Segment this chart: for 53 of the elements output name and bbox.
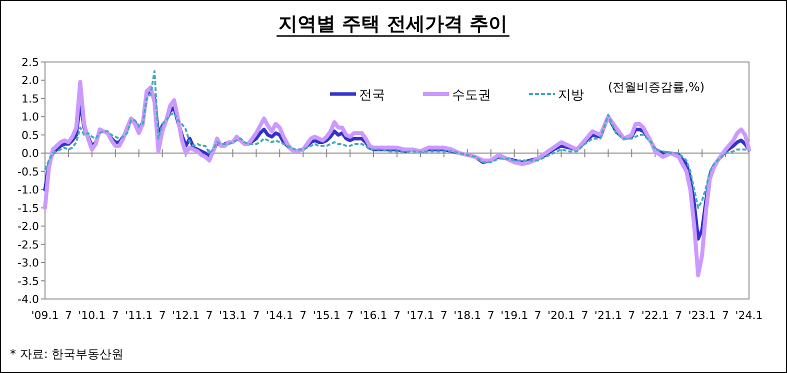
x-tick-label: '21.1 xyxy=(594,309,622,322)
x-tick-label: '20.1 xyxy=(548,309,576,322)
y-tick-label: 0.0 xyxy=(22,147,39,160)
annotation: (전월비증감률,%) xyxy=(608,80,705,94)
x-tick-label: '10.1 xyxy=(78,309,106,322)
x-tick-label: 7 xyxy=(206,309,213,322)
y-tick-label: -2.5 xyxy=(18,238,39,252)
y-tick-label: -0.5 xyxy=(18,165,39,178)
y-tick-label: -2.0 xyxy=(18,220,39,234)
x-tick-label: 7 xyxy=(675,309,682,322)
x-tick-label: '15.1 xyxy=(312,309,340,322)
x-tick-label: '13.1 xyxy=(218,309,246,322)
legend-label: 지방 xyxy=(558,88,584,103)
y-tick-label: 1.0 xyxy=(22,110,39,124)
x-tick-label: '09.1 xyxy=(31,309,59,322)
x-tick-label: 7 xyxy=(346,309,354,322)
y-tick-label: -1.0 xyxy=(18,184,39,197)
x-tick-label: '22.1 xyxy=(641,309,669,322)
y-tick-label: -3.5 xyxy=(18,274,39,288)
y-tick-label: 2.0 xyxy=(22,74,39,88)
y-tick-label: -3.0 xyxy=(18,256,39,270)
x-tick-label: 7 xyxy=(581,309,588,322)
x-tick-label: 7 xyxy=(158,309,166,322)
x-tick-label: '14.1 xyxy=(266,309,294,322)
x-tick-label: '17.1 xyxy=(406,309,434,322)
x-tick-label: 7 xyxy=(64,309,72,322)
x-tick-label: '18.1 xyxy=(454,309,482,322)
x-tick-label: '11.1 xyxy=(125,309,153,322)
x-tick-label: 7 xyxy=(722,309,730,322)
x-tick-label: 7 xyxy=(440,309,448,322)
x-tick-label: '24.1 xyxy=(735,309,763,322)
line-series xyxy=(43,80,751,278)
x-tick-label: 7 xyxy=(112,309,119,322)
x-tick-label: '19.1 xyxy=(500,309,528,322)
x-tick-label: 7 xyxy=(300,309,307,322)
x-tick-label: '12.1 xyxy=(172,309,200,322)
legend-label: 수도권 xyxy=(452,88,491,103)
legend-label: 전국 xyxy=(359,88,385,103)
y-tick-label: -4.0 xyxy=(18,293,39,306)
x-tick-label: 7 xyxy=(487,309,494,322)
x-tick-label: 7 xyxy=(252,309,260,322)
x-tick-label: '16.1 xyxy=(360,309,388,322)
x-tick-label: 7 xyxy=(394,309,400,322)
y-tick-label: 1.5 xyxy=(22,92,39,106)
chart-title: 지역별 주택 전세가격 추이 xyxy=(278,13,508,35)
x-tick-label: 7 xyxy=(534,309,542,322)
y-tick-label: 0.5 xyxy=(22,128,39,142)
y-tick-label: -1.5 xyxy=(18,202,39,215)
text: * 자료: 한국부동산원 xyxy=(10,347,124,361)
x-tick-label: '23.1 xyxy=(688,309,716,322)
x-tick-label: 7 xyxy=(628,309,636,322)
y-tick-label: 2.5 xyxy=(22,56,39,69)
line-series xyxy=(44,70,750,209)
